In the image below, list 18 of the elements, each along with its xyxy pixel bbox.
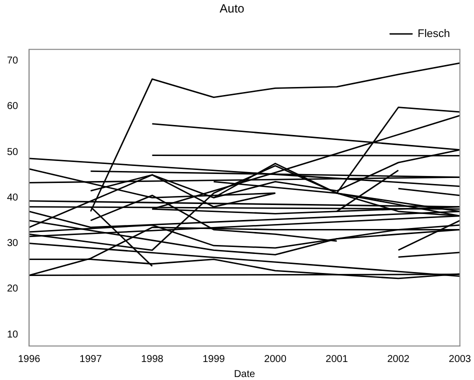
- y-tick-label: 40: [7, 192, 19, 204]
- x-tick-label: 1998: [141, 354, 164, 365]
- y-tick-label: 20: [7, 284, 19, 295]
- y-tick-label: 70: [7, 56, 19, 67]
- y-tick-label: 30: [7, 238, 19, 250]
- chart-title: Auto: [220, 2, 245, 16]
- x-tick-label: 1997: [80, 354, 102, 365]
- x-axis-title: Date: [234, 368, 256, 380]
- y-tick-label: 50: [7, 146, 19, 158]
- x-tick-label: 1999: [202, 354, 226, 365]
- y-tick-label: 10: [7, 329, 19, 340]
- x-tick-label: 2001: [326, 354, 348, 365]
- x-tick-label: 2000: [264, 354, 287, 365]
- x-tick-label: 2002: [387, 354, 410, 365]
- legend-label: Flesch: [418, 28, 450, 40]
- x-tick-label: 2003: [448, 354, 472, 365]
- x-tick-label: 1996: [18, 354, 41, 365]
- y-tick-label: 60: [7, 101, 19, 112]
